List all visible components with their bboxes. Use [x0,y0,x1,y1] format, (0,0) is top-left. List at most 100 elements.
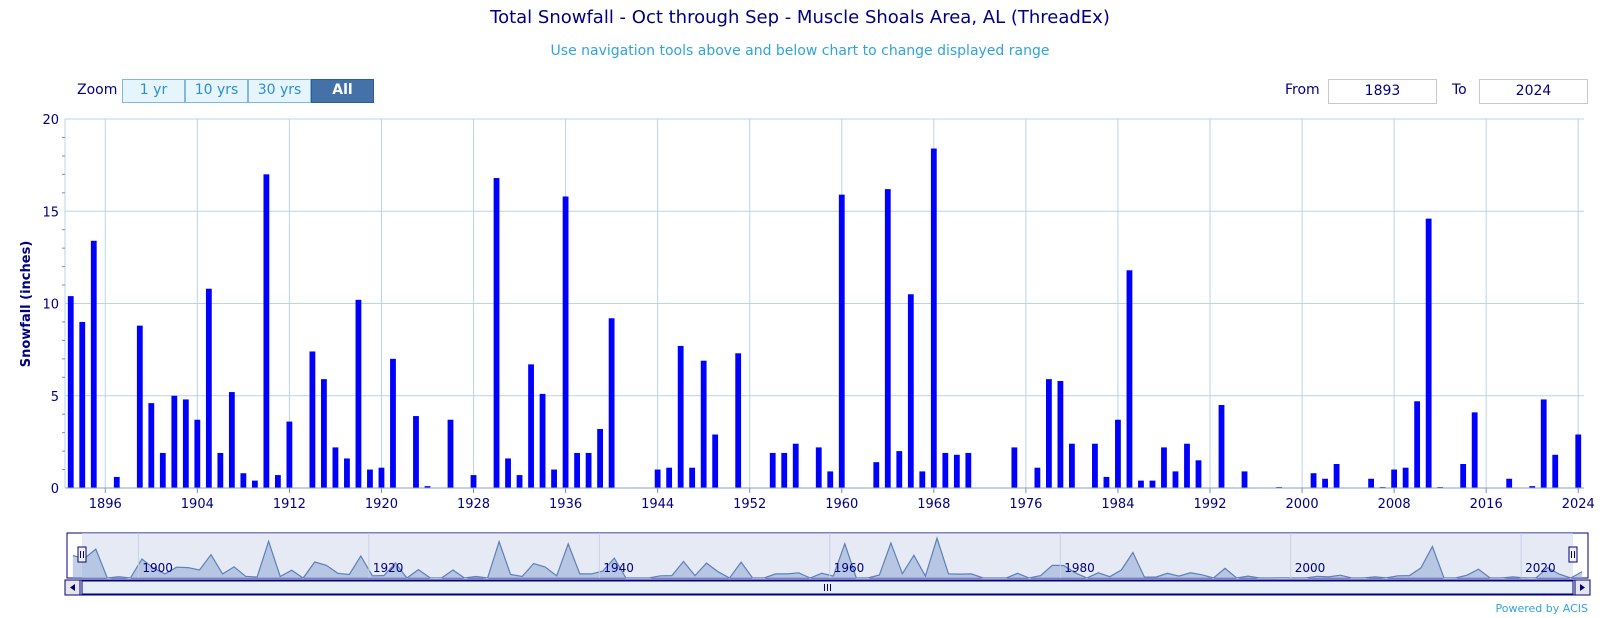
bar[interactable] [700,360,707,488]
bar[interactable] [367,469,373,488]
bar[interactable] [781,452,788,488]
bar[interactable] [309,351,316,488]
bar[interactable] [240,473,247,488]
bar[interactable] [274,475,281,488]
bar[interactable] [1103,476,1110,488]
bar[interactable] [1011,447,1018,488]
bar[interactable] [1460,464,1467,488]
bar[interactable] [1057,380,1064,488]
bar[interactable] [528,364,534,488]
bar[interactable] [171,395,178,488]
bar[interactable] [551,469,557,488]
bar[interactable] [1540,399,1547,488]
credit-link[interactable]: Powered by ACIS [1495,602,1589,615]
bar[interactable] [470,475,477,488]
bar[interactable] [677,345,684,488]
bar[interactable] [1310,473,1317,488]
bar[interactable] [217,452,224,488]
bar[interactable] [942,452,949,488]
bar[interactable] [608,318,615,488]
navigator[interactable]: 1900 1920 1940 1960 1980 2000 2020 [64,532,1591,596]
navigator-left-handle[interactable] [77,546,87,563]
bar[interactable] [447,419,454,488]
bar[interactable] [67,296,74,488]
bar[interactable] [516,475,523,488]
bar[interactable] [919,471,926,488]
bar[interactable] [1126,270,1133,488]
bar[interactable] [585,452,592,488]
bar[interactable] [1195,460,1202,488]
bar[interactable] [815,447,822,488]
bar[interactable] [194,419,201,488]
to-date-input[interactable]: 2024 [1479,79,1588,104]
bar[interactable] [263,174,270,488]
bar[interactable] [159,452,166,488]
bar[interactable] [1391,469,1398,488]
bar[interactable] [1402,467,1409,488]
bar[interactable] [1172,471,1179,488]
bar[interactable] [1161,447,1167,488]
bar[interactable] [1552,454,1559,488]
bar[interactable] [355,299,362,488]
zoom-1yr-button[interactable]: 1 yr [122,79,185,103]
navigator-selection[interactable] [82,533,1573,578]
bar[interactable] [654,469,661,488]
bar[interactable] [1092,443,1098,488]
bar[interactable] [148,403,155,488]
zoom-all-button[interactable]: All [311,79,374,103]
bar[interactable] [182,399,189,488]
bar[interactable] [666,467,673,488]
bar[interactable] [424,486,431,488]
bar[interactable] [873,462,880,488]
bar[interactable] [493,178,500,489]
bar[interactable] [113,476,120,488]
bar[interactable] [1471,412,1478,488]
bar[interactable] [1138,480,1144,488]
bar[interactable] [251,480,258,488]
bar[interactable] [574,452,580,488]
bar[interactable] [1115,419,1121,488]
bar[interactable] [1506,478,1513,488]
bar[interactable] [378,467,385,488]
bar[interactable] [1575,434,1582,489]
bar[interactable] [689,467,696,488]
bar[interactable] [792,443,799,488]
zoom-30yrs-button[interactable]: 30 yrs [248,79,311,103]
bar[interactable] [505,458,511,488]
bar[interactable] [205,288,212,488]
bar[interactable] [896,451,903,488]
navigator-right-handle[interactable] [1568,546,1578,563]
bar[interactable] [712,434,719,489]
bar[interactable] [1241,471,1248,488]
bar[interactable] [1046,379,1052,488]
bar[interactable] [1069,443,1075,488]
bar[interactable] [1149,480,1156,488]
bar[interactable] [1425,218,1432,488]
bar[interactable] [286,421,293,488]
bar[interactable] [228,392,235,488]
bar[interactable] [562,196,569,489]
bar[interactable] [390,358,396,488]
bar[interactable] [907,294,914,488]
bar[interactable] [321,379,327,488]
bar[interactable] [838,194,845,488]
bar[interactable] [597,428,603,488]
from-date-input[interactable]: 1893 [1328,79,1437,104]
bar[interactable] [965,452,972,488]
bar[interactable] [539,393,546,488]
bar[interactable] [735,353,742,488]
bar[interactable] [930,148,937,488]
bar[interactable] [827,471,834,488]
bar[interactable] [1218,404,1225,488]
bar[interactable] [953,454,960,488]
bar[interactable] [884,189,891,489]
bar[interactable] [79,321,86,488]
bar[interactable] [344,458,350,488]
bar[interactable] [1333,464,1340,488]
bar[interactable] [1034,467,1041,488]
bar[interactable] [332,447,339,488]
bar[interactable] [1414,401,1421,488]
bar[interactable] [769,452,776,488]
zoom-10yrs-button[interactable]: 10 yrs [185,79,248,103]
bar[interactable] [136,325,143,488]
